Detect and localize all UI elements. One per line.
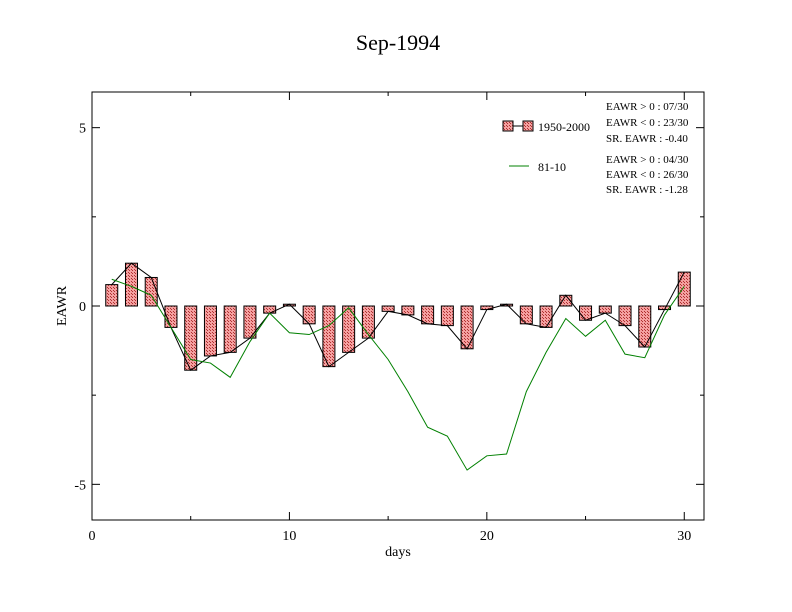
bar-connector-line bbox=[111, 262, 685, 371]
legend-bar-stat-2: EAWR < 0 : 23/30 bbox=[606, 117, 689, 129]
bar-day-25 bbox=[579, 305, 593, 321]
line-series-path bbox=[111, 278, 685, 471]
legend-bar-swatch-right bbox=[522, 120, 534, 132]
bar-day-18 bbox=[440, 305, 454, 327]
legend-line-label: 81-10 bbox=[538, 160, 566, 174]
legend-bar-stat-1: EAWR > 0 : 07/30 bbox=[606, 101, 689, 113]
bar-day-19 bbox=[460, 305, 474, 350]
x-tick-label-20: 20 bbox=[480, 529, 494, 544]
x-axis-ticks: 0 10 20 30 bbox=[89, 92, 691, 544]
bar-series-connector bbox=[111, 262, 685, 371]
bar-day-16 bbox=[401, 305, 415, 316]
bar-series-1950-2000 bbox=[105, 262, 691, 371]
legend-line-stat-2: EAWR < 0 : 26/30 bbox=[606, 169, 689, 181]
x-axis-label: days bbox=[385, 545, 411, 560]
legend-bar-swatch-left bbox=[502, 120, 514, 132]
bar-day-26 bbox=[598, 305, 612, 314]
y-tick-label-0: 0 bbox=[79, 300, 86, 315]
line-series-81-10 bbox=[111, 278, 685, 471]
y-tick-label-5: 5 bbox=[79, 122, 86, 137]
y-axis-ticks: 5 0 -5 bbox=[74, 122, 704, 493]
legend: 1950-2000 EAWR > 0 : 07/30 EAWR < 0 : 23… bbox=[502, 101, 689, 196]
bar-day-20 bbox=[480, 305, 494, 311]
chart-title: Sep-1994 bbox=[356, 30, 440, 55]
y-axis-label: EAWR bbox=[55, 285, 70, 326]
legend-line-stat-3: SR. EAWR : -1.28 bbox=[606, 184, 688, 196]
bar-day-23 bbox=[539, 305, 553, 328]
bar-day-30 bbox=[677, 271, 691, 307]
bar-day-11 bbox=[302, 305, 316, 325]
x-tick-label-30: 30 bbox=[677, 529, 691, 544]
legend-bar-label: 1950-2000 bbox=[538, 120, 590, 134]
x-tick-label-0: 0 bbox=[89, 529, 96, 544]
bar-day-17 bbox=[421, 305, 435, 325]
bar-day-22 bbox=[519, 305, 533, 325]
x-tick-label-10: 10 bbox=[282, 529, 296, 544]
bar-day-7 bbox=[223, 305, 237, 353]
bar-day-9 bbox=[263, 305, 277, 314]
bar-day-1 bbox=[105, 284, 119, 307]
legend-line-stat-1: EAWR > 0 : 04/30 bbox=[606, 154, 689, 166]
y-tick-label--5: -5 bbox=[74, 478, 86, 493]
bar-day-15 bbox=[381, 305, 395, 312]
bar-day-6 bbox=[203, 305, 217, 357]
legend-bar-stat-3: SR. EAWR : -0.40 bbox=[606, 133, 688, 145]
bar-day-14 bbox=[361, 305, 375, 339]
bar-day-28 bbox=[638, 305, 652, 348]
